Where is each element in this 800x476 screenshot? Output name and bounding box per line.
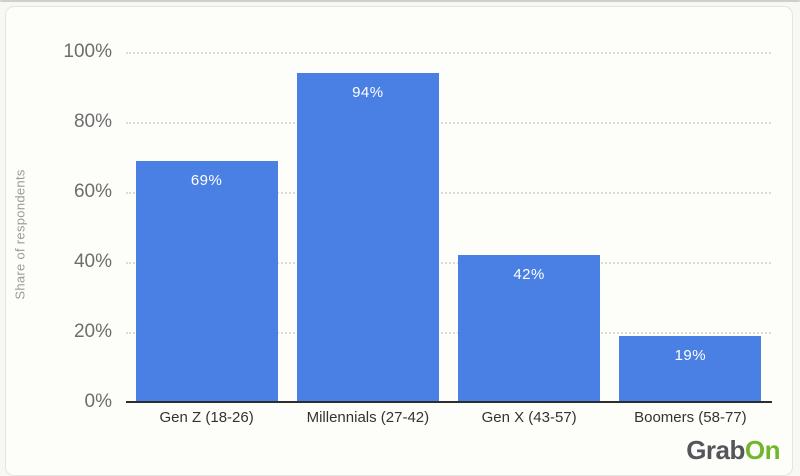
y-tick-label: 40% (73, 251, 112, 272)
y-tick-label: 100% (63, 41, 112, 62)
bar-value-label: 69% (190, 171, 223, 189)
plot-area: 69% 94% 42% 19% (126, 52, 771, 402)
y-axis-title: Share of respondents (12, 169, 28, 300)
gridline (126, 332, 771, 334)
bar-value-label: 42% (513, 266, 545, 283)
window-edge (0, 0, 800, 2)
gridline (126, 52, 771, 54)
bar-slot: 94% (287, 52, 448, 402)
bar-Boomers (58-77)[interactable]: 19% (619, 335, 762, 402)
bar-slot: 19% (610, 52, 771, 402)
bar-Millennials (27-42)[interactable]: 94% (296, 73, 439, 402)
bar-slot: 69% (126, 52, 287, 402)
gridline (126, 192, 771, 194)
y-tick-label: 0% (84, 391, 112, 412)
x-axis-line (126, 401, 772, 403)
bar-Gen Z (18-26)[interactable]: 69% (135, 160, 278, 402)
x-axis-labels: Gen Z (18-26) Millennials (27-42) Gen X (4… (126, 409, 771, 431)
x-axis-label: Millennials (27-42) (306, 409, 430, 426)
y-tick-label: 20% (73, 321, 112, 342)
bar-slot: 42% (449, 52, 610, 402)
gridline (126, 122, 771, 124)
gridline (126, 262, 771, 264)
bar-Gen X (43-57)[interactable]: 42% (458, 255, 601, 402)
grabon-logo: GrabOn (686, 435, 780, 466)
bar-value-label: 19% (674, 346, 707, 364)
x-axis-label: Gen X (43-57) (481, 409, 577, 426)
x-axis-label: Gen Z (18-26) (159, 409, 254, 426)
bar-value-label: 94% (352, 84, 384, 101)
logo-text-grab: Grab (686, 435, 745, 465)
logo-text-on: On (744, 435, 781, 465)
y-tick-label: 80% (73, 111, 112, 132)
chart-card: Share of respondents 0% 20% 40% 60% 80% 100% … (5, 6, 793, 476)
y-tick-label: 60% (73, 181, 112, 202)
x-axis-label: Boomers (58-77) (634, 409, 747, 426)
